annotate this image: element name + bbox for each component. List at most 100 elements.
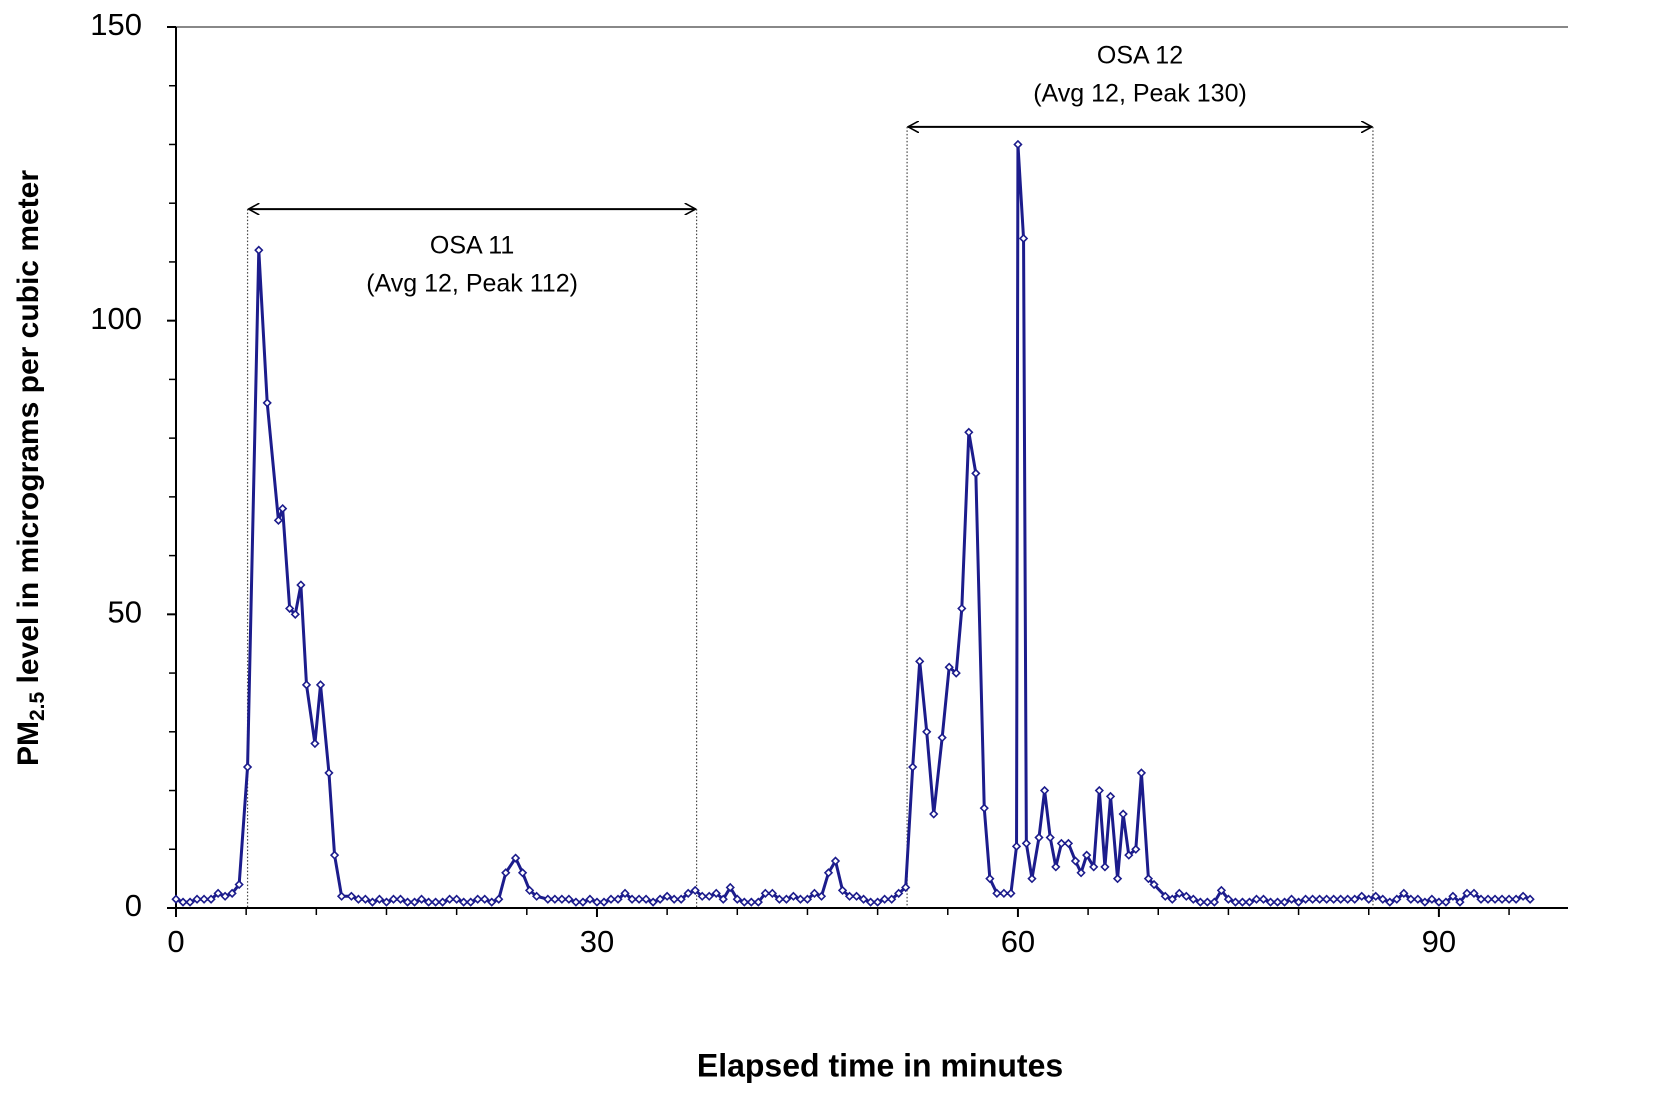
annotation-detail: (Avg 12, Peak 112) <box>366 270 578 298</box>
data-point <box>1021 838 1031 849</box>
data-point <box>985 874 995 884</box>
data-point <box>1013 139 1023 150</box>
data-point <box>739 897 749 907</box>
data-point <box>402 897 413 907</box>
data-point <box>690 885 700 896</box>
x-axis-title: Elapsed time in minutes <box>697 1047 1063 1083</box>
data-point <box>171 894 181 904</box>
data-line <box>175 142 1531 904</box>
data-point <box>360 894 371 904</box>
data-point <box>979 803 989 813</box>
data-point <box>1286 894 1297 904</box>
data-point <box>844 891 855 901</box>
data-point <box>599 897 609 907</box>
data-point <box>1265 897 1276 907</box>
data-point <box>285 603 295 614</box>
data-point <box>444 894 455 904</box>
data-point <box>416 894 427 904</box>
data-point <box>1434 897 1444 907</box>
data-point <box>524 885 535 896</box>
data-point <box>1160 891 1170 901</box>
data-point <box>627 894 637 904</box>
data-point <box>262 398 272 408</box>
data-point <box>1455 897 1465 907</box>
data-point <box>367 897 378 907</box>
data-point <box>774 894 785 904</box>
data-point <box>192 894 202 904</box>
data-point <box>1272 897 1283 907</box>
data-point <box>234 879 244 890</box>
data-point <box>310 738 320 749</box>
data-point <box>1399 888 1409 898</box>
data-point <box>1300 894 1311 904</box>
data-point <box>1216 885 1227 896</box>
data-point <box>1364 894 1374 904</box>
y-title-main: PM <box>12 721 45 766</box>
data-point <box>1018 233 1029 244</box>
data-point <box>1131 844 1141 854</box>
data-point <box>480 894 490 904</box>
annotation-title: OSA 11 <box>430 232 514 260</box>
data-point <box>648 897 658 907</box>
y-tick-label: 150 <box>90 7 142 42</box>
data-point <box>879 894 890 904</box>
data-point <box>1448 891 1458 901</box>
data-point <box>781 894 792 904</box>
data-point <box>557 894 567 904</box>
data-point <box>1105 791 1116 802</box>
data-point <box>1100 862 1110 872</box>
data-point <box>683 888 693 898</box>
data-point <box>324 768 334 778</box>
data-point <box>1202 897 1213 907</box>
data-point <box>634 894 644 904</box>
data-point <box>851 891 862 901</box>
data-point <box>254 245 264 255</box>
data-point <box>273 515 284 525</box>
data-point <box>242 762 253 772</box>
data-point <box>951 668 961 678</box>
y-axis-title: PM2.5 level in micrograms per cubic mete… <box>12 170 49 766</box>
data-point <box>1167 894 1177 904</box>
data-point <box>1136 768 1147 778</box>
data-point <box>1307 894 1318 904</box>
data-point <box>315 680 326 690</box>
x-tick-label: 60 <box>1001 924 1035 959</box>
data-point <box>999 888 1009 898</box>
data-point <box>1034 832 1044 843</box>
data-point <box>1112 874 1123 884</box>
data-point <box>1518 891 1528 901</box>
data-point <box>531 891 542 901</box>
data-point <box>718 894 728 904</box>
data-point <box>676 894 686 904</box>
data-point <box>837 885 848 896</box>
data-point <box>1188 894 1198 904</box>
data-point <box>1089 862 1099 872</box>
data-point <box>662 891 672 901</box>
data-point <box>473 894 483 904</box>
data-point <box>929 809 939 819</box>
data-point <box>1378 894 1388 904</box>
data-point <box>816 891 827 901</box>
data-point <box>1230 897 1241 907</box>
data-point <box>592 897 602 907</box>
data-point <box>1314 894 1325 904</box>
data-point <box>937 733 947 743</box>
data-point <box>510 853 521 863</box>
data-point <box>1251 894 1262 904</box>
data-point <box>1336 894 1346 904</box>
data-point <box>1525 894 1535 904</box>
data-point <box>206 894 216 904</box>
data-point <box>1051 862 1061 872</box>
data-point <box>1070 856 1081 866</box>
data-point <box>466 897 476 907</box>
data-point <box>802 894 813 904</box>
data-point <box>1371 891 1381 901</box>
data-point <box>1343 894 1353 904</box>
data-point <box>409 897 420 907</box>
x-tick-label: 30 <box>580 924 614 959</box>
data-point <box>501 868 511 878</box>
data-point <box>894 888 904 898</box>
data-point <box>1181 891 1191 901</box>
